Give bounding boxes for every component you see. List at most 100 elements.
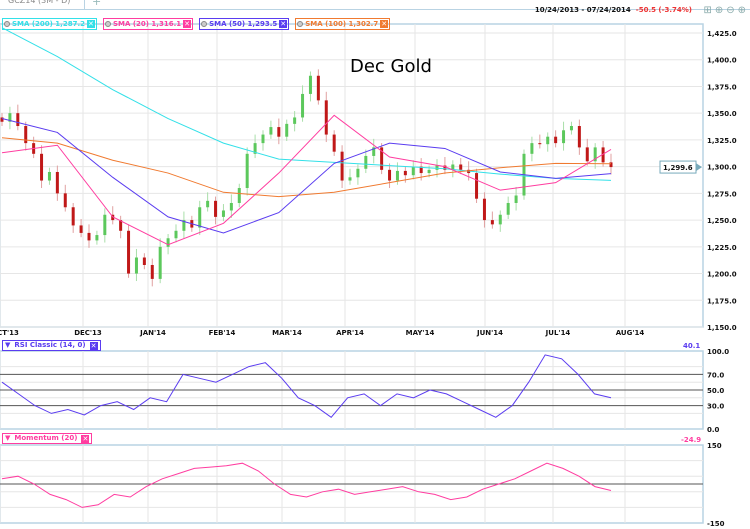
close-icon[interactable]: ✕ <box>279 20 288 28</box>
candle <box>103 214 107 236</box>
collapse-icon[interactable]: ▼ <box>5 434 11 442</box>
indicator-legend: SMA (200) 1,287.2 ✕ SMA (20) 1,316.1 ✕ SMA (… <box>2 18 391 30</box>
price-tick-label: 1,275.0 <box>707 190 737 198</box>
candle <box>16 113 20 127</box>
momentum-panel-header[interactable]: ▼ Momentum (20) ✕ <box>2 433 93 444</box>
candle <box>127 230 131 274</box>
sma-line <box>1 118 612 234</box>
visibility-icon[interactable] <box>201 21 208 27</box>
candle <box>55 171 59 194</box>
candle <box>221 210 225 217</box>
candle <box>585 147 589 162</box>
indicator-tick-label: 150 <box>707 442 722 450</box>
close-icon[interactable]: ✕ <box>89 341 98 350</box>
price-tick-label: 1,325.0 <box>707 137 737 145</box>
crosshair-icon[interactable]: ⊞ <box>703 5 712 16</box>
candle <box>388 169 392 181</box>
tab-chart[interactable]: GCZ14 (3M - D) <box>0 0 85 9</box>
date-tick-label: JUL'14 <box>545 329 571 337</box>
candle <box>95 235 99 241</box>
zoom-in-icon[interactable]: ⊕ <box>714 5 724 16</box>
legend-label: SMA (100) 1,302.7 <box>305 20 379 28</box>
zoom-out-icon[interactable]: ⊖ <box>726 5 735 16</box>
tab-bar <box>0 0 750 10</box>
candle <box>593 147 597 162</box>
rsi-last-value: 40.1 <box>683 342 701 350</box>
visibility-icon[interactable] <box>104 21 111 27</box>
candle <box>269 127 273 135</box>
candle <box>538 143 542 145</box>
indicator-tick-label: 0.0 <box>707 426 720 434</box>
price-tick-label: 1,350.0 <box>707 110 737 118</box>
candle <box>87 232 91 241</box>
date-tick-label: MAY'14 <box>406 329 435 337</box>
sma-line <box>1 137 612 198</box>
candle <box>569 126 573 131</box>
zoom-reset-icon[interactable]: ⊕ <box>737 5 746 16</box>
price-tick-label: 1,150.0 <box>707 324 737 332</box>
candle <box>435 165 439 170</box>
candle <box>451 164 455 170</box>
candle <box>577 126 581 148</box>
visibility-icon[interactable] <box>297 21 304 27</box>
price-tick-label: 1,425.0 <box>707 30 737 38</box>
candle <box>395 170 399 181</box>
candle <box>498 214 502 225</box>
rsi-title: RSI Classic (14, 0) <box>14 341 86 349</box>
close-icon[interactable]: ✕ <box>183 20 192 28</box>
legend-item-sma[interactable]: SMA (20) 1,316.1 ✕ <box>102 18 194 30</box>
date-tick-label: APR'14 <box>336 329 364 337</box>
date-tick-label: JUN'14 <box>476 329 503 337</box>
close-icon[interactable]: ✕ <box>86 20 95 28</box>
indicator-tick-label: 30.0 <box>707 403 724 411</box>
date-range-readout: 10/24/2013 - 07/24/2014 -50.5 (-3.74%) <box>535 6 692 14</box>
candle <box>490 220 494 225</box>
candle <box>245 153 249 189</box>
indicator-tick-label: -150 <box>707 520 725 528</box>
candle <box>356 168 360 178</box>
collapse-icon[interactable]: ▼ <box>5 341 11 349</box>
price-tick-label: 1,175.0 <box>707 297 737 305</box>
momentum-last-value: -24.9 <box>681 436 702 444</box>
candle <box>411 166 415 176</box>
rsi-panel-header[interactable]: ▼ RSI Classic (14, 0) ✕ <box>2 340 101 351</box>
candle <box>182 220 186 231</box>
candle <box>293 117 297 124</box>
candle <box>372 147 376 156</box>
legend-item-sma[interactable]: SMA (100) 1,302.7 ✕ <box>295 18 391 30</box>
price-change: -50.5 (-3.74%) <box>635 6 692 14</box>
legend-item-sma[interactable]: SMA (50) 1,293.5 ✕ <box>199 18 290 30</box>
date-range: 10/24/2013 - 07/24/2014 <box>534 6 631 14</box>
price-tick-label: 1,225.0 <box>707 244 737 252</box>
momentum-title: Momentum (20) <box>14 434 78 442</box>
indicator-line <box>1 462 612 508</box>
last-price-label: 1,299.6 <box>663 164 693 172</box>
candle <box>277 127 281 137</box>
legend-item-sma[interactable]: SMA (200) 1,287.2 ✕ <box>2 18 97 30</box>
legend-label: SMA (200) 1,287.2 <box>12 20 85 28</box>
candle <box>261 134 265 144</box>
visibility-icon[interactable] <box>4 21 10 27</box>
price-tick-label: 1,400.0 <box>707 57 737 65</box>
candle <box>475 173 479 199</box>
candle <box>554 136 558 144</box>
price-tick-label: 1,250.0 <box>707 217 737 225</box>
close-icon[interactable]: ✕ <box>81 434 90 443</box>
candle <box>158 246 162 279</box>
candle <box>63 193 67 208</box>
candle <box>427 169 431 174</box>
candle <box>348 177 352 181</box>
last-price-marker <box>696 163 702 172</box>
candle <box>206 200 210 208</box>
sma-line <box>1 114 612 246</box>
candle <box>562 130 566 144</box>
sma-line <box>1 27 612 181</box>
candle <box>142 257 146 265</box>
candle <box>364 155 368 169</box>
candle <box>301 93 305 118</box>
candle <box>316 75 320 101</box>
add-tab-button[interactable]: + <box>92 0 102 8</box>
close-icon[interactable]: ✕ <box>380 20 389 28</box>
candle <box>609 162 613 168</box>
